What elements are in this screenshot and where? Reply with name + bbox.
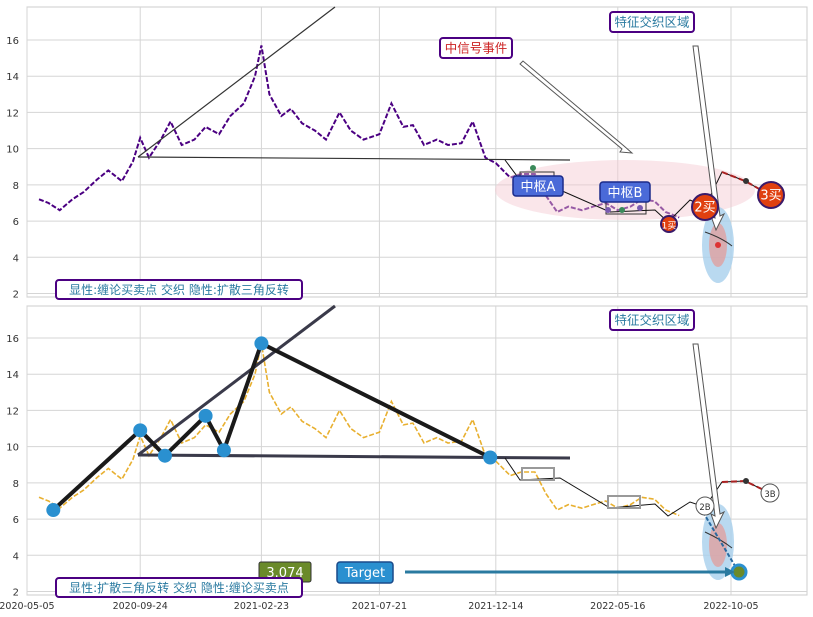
projection-point	[715, 242, 721, 248]
x-tick-label: 2021-12-14	[468, 601, 523, 612]
y-tick-label: 4	[13, 551, 19, 562]
legend-box	[55, 279, 303, 300]
stroke-path	[504, 457, 771, 517]
triangle-lower-line	[137, 156, 571, 161]
buy-3b-label: 3B	[764, 490, 775, 500]
pivot-a-label-box	[512, 175, 564, 197]
x-axis: 2020-05-05 2020-09-24 2021-02-23 2021-07-21…	[0, 601, 759, 612]
pattern-point	[254, 336, 269, 351]
pivot-b-label: 中枢B	[608, 186, 643, 201]
triangle-lower-line	[137, 453, 571, 460]
triangle-upper-line	[137, 6, 336, 158]
y-tick-label: 4	[13, 253, 19, 264]
buy-2b-label: 2B	[699, 503, 710, 513]
y-tick-label: 10	[6, 145, 19, 156]
x-tick-label: 2021-07-21	[352, 601, 407, 612]
y-tick-label: 2	[13, 290, 19, 301]
pattern-point	[133, 423, 148, 438]
y-tick-label: 8	[13, 479, 19, 490]
y-tick-label: 2	[13, 588, 19, 599]
event-dot	[619, 207, 625, 213]
target-label-box	[336, 561, 394, 584]
y-tick-label: 12	[6, 108, 19, 119]
pattern-point	[216, 443, 231, 458]
y-tick-label: 8	[13, 181, 19, 192]
forecast-node	[743, 478, 749, 484]
x-tick-label: 2020-09-24	[113, 601, 168, 612]
buy-3b-circle	[760, 483, 780, 503]
triangle-upper-line	[137, 304, 336, 457]
pattern-point	[198, 408, 213, 423]
x-tick-label: 2020-05-05	[0, 601, 55, 612]
event-dot	[605, 207, 611, 213]
pivot-box-b	[607, 495, 641, 509]
event-dot	[637, 205, 643, 211]
zone-arrow	[692, 343, 726, 530]
y-tick-label: 14	[6, 72, 19, 83]
buy-2-label-circle	[691, 193, 719, 221]
y-tick-label: 16	[6, 334, 19, 345]
plot-frame	[26, 6, 808, 298]
target-label: Target	[344, 566, 385, 581]
event-dot	[530, 165, 536, 171]
pivot-b-label-box	[599, 181, 651, 203]
target-drop-line	[702, 511, 739, 572]
projection-curve	[704, 231, 733, 247]
buy-2b-circle	[695, 496, 715, 516]
pattern-point	[46, 503, 61, 518]
y-tick-label: 6	[13, 217, 19, 228]
buy-1-label: 1买	[662, 221, 677, 232]
buy-3-label: 3买	[760, 189, 781, 204]
projection-ellipse-inner	[709, 523, 727, 567]
price-series-line	[38, 45, 680, 219]
zone-arrow	[692, 45, 726, 232]
pivot-a-label: 中枢A	[521, 180, 556, 195]
signal-arrow	[519, 60, 634, 154]
y-tick-label: 6	[13, 515, 19, 526]
pattern-point	[157, 448, 172, 463]
pattern-point	[483, 450, 498, 465]
x-tick-label: 2022-10-05	[703, 601, 758, 612]
feature-zone-label-box	[609, 309, 695, 331]
signal-event-label-box	[439, 37, 513, 59]
buy-1-label-circle	[660, 215, 678, 233]
signal-event-label: 中信号事件	[445, 41, 508, 56]
target-arrow-head	[725, 567, 735, 577]
plot-frame	[26, 305, 808, 596]
y-tick-label: 12	[6, 406, 19, 417]
legend-text: 显性:扩散三角反转 交织 隐性:缠论买卖点	[69, 580, 289, 595]
feature-zone-label: 特征交织区域	[614, 15, 689, 30]
forecast-node	[743, 178, 749, 184]
buy-2-label: 2买	[694, 201, 715, 216]
pivot-box-a	[521, 467, 555, 481]
price-series-line	[38, 343, 680, 517]
feature-zone-label-box	[609, 11, 695, 33]
x-tick-label: 2021-02-23	[234, 601, 289, 612]
x-tick-label: 2022-05-16	[590, 601, 645, 612]
buy-3-label-circle	[757, 181, 785, 209]
feature-zone-label: 特征交织区域	[614, 313, 689, 328]
y-tick-label: 14	[6, 370, 19, 381]
y-tick-label: 10	[6, 443, 19, 454]
y-tick-label: 16	[6, 36, 19, 47]
legend-box	[55, 577, 303, 598]
legend-text: 显性:缠论买卖点 交织 隐性:扩散三角反转	[69, 282, 289, 297]
